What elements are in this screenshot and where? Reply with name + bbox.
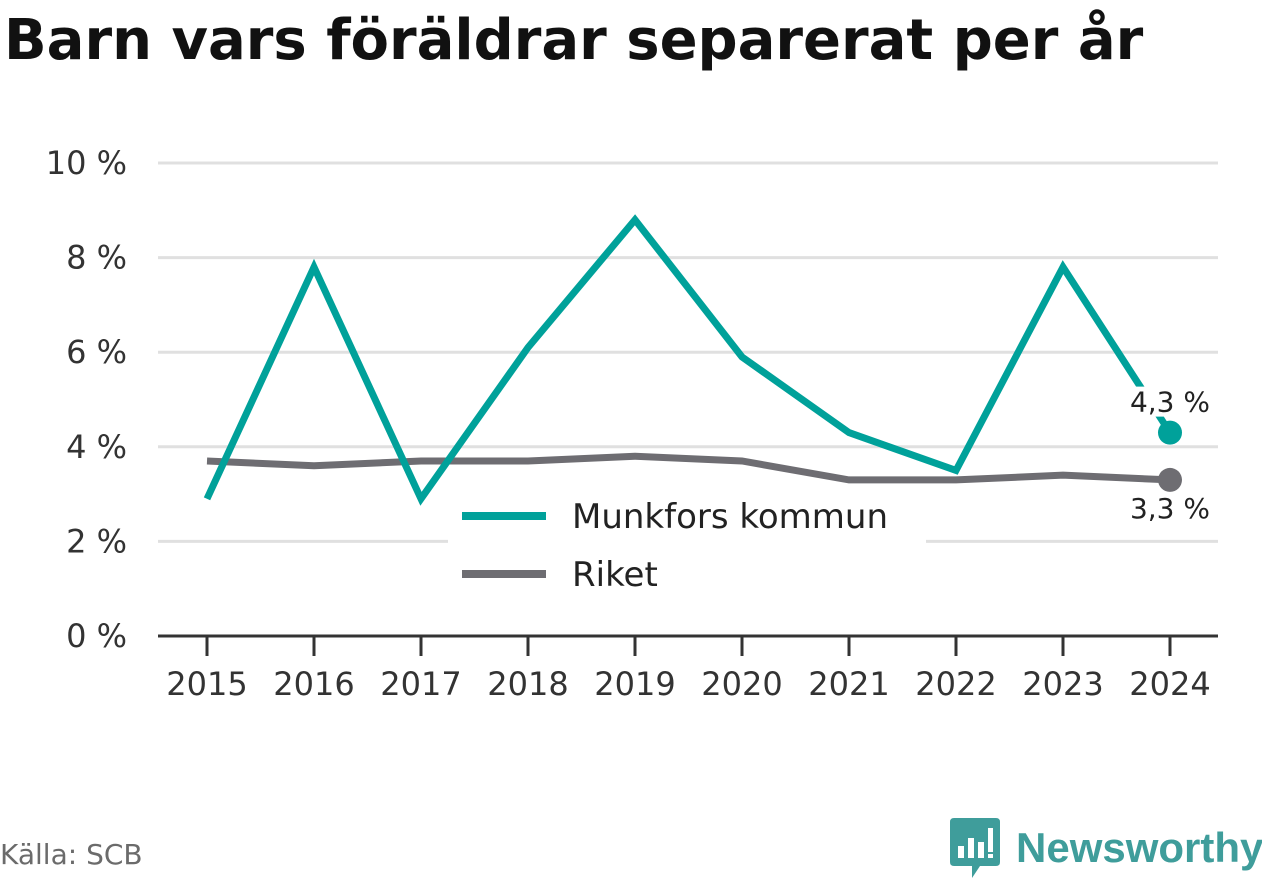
end-label-background [1128, 386, 1212, 417]
y-tick-label: 8 % [66, 239, 127, 277]
y-tick-label: 4 % [66, 428, 127, 466]
x-tick-label: 2022 [915, 665, 996, 703]
legend: Munkfors kommun Riket [448, 488, 926, 600]
brand-name: Newsworthy [1016, 824, 1262, 871]
series-lines [203, 214, 1182, 506]
y-tick-label: 0 % [66, 617, 127, 655]
x-tick-label: 2015 [166, 665, 247, 703]
end-point-marker [1158, 467, 1182, 492]
y-tick-label: 2 % [66, 522, 127, 560]
x-tick-label: 2019 [594, 665, 675, 703]
series-line [203, 214, 1173, 506]
y-tick-label: 10 % [46, 144, 127, 182]
x-tick-label: 2021 [808, 665, 889, 703]
gridlines [158, 161, 1218, 543]
end-label: 3,3 % [1130, 492, 1210, 525]
bar-chart-flag-icon [950, 818, 1000, 878]
x-tick-label: 2018 [487, 665, 568, 703]
x-tick-label: 2023 [1022, 665, 1103, 703]
legend-label: Munkfors kommun [572, 497, 888, 537]
series-line [206, 452, 1171, 484]
x-tick-label: 2020 [701, 665, 782, 703]
source-note: Källa: SCB [0, 838, 143, 871]
y-tick-label: 6 % [66, 333, 127, 371]
x-tick-label: 2016 [273, 665, 354, 703]
end-label: 4,3 % [1130, 386, 1210, 419]
line-chart: 0 % 2 % 4 % 6 % 8 % 10 % 2015 2016 2017 2018 2019… [46, 144, 1218, 703]
brand-logo[interactable]: Newsworthy [950, 818, 1262, 878]
legend-background [448, 488, 926, 600]
x-axis: 2015 2016 2017 2018 2019 2020 2021 2022 2023 2024 [158, 634, 1218, 703]
legend-label: Riket [572, 555, 658, 595]
end-point-marker [1158, 420, 1182, 445]
chart-title: Barn vars föräldrar separerat per år [4, 8, 1144, 73]
end-labels: 4,3 % 3,3 % [1128, 386, 1212, 525]
x-tick-label: 2024 [1129, 665, 1210, 703]
y-axis-ticks: 0 % 2 % 4 % 6 % 8 % 10 % [46, 144, 127, 655]
x-tick-label: 2017 [380, 665, 461, 703]
